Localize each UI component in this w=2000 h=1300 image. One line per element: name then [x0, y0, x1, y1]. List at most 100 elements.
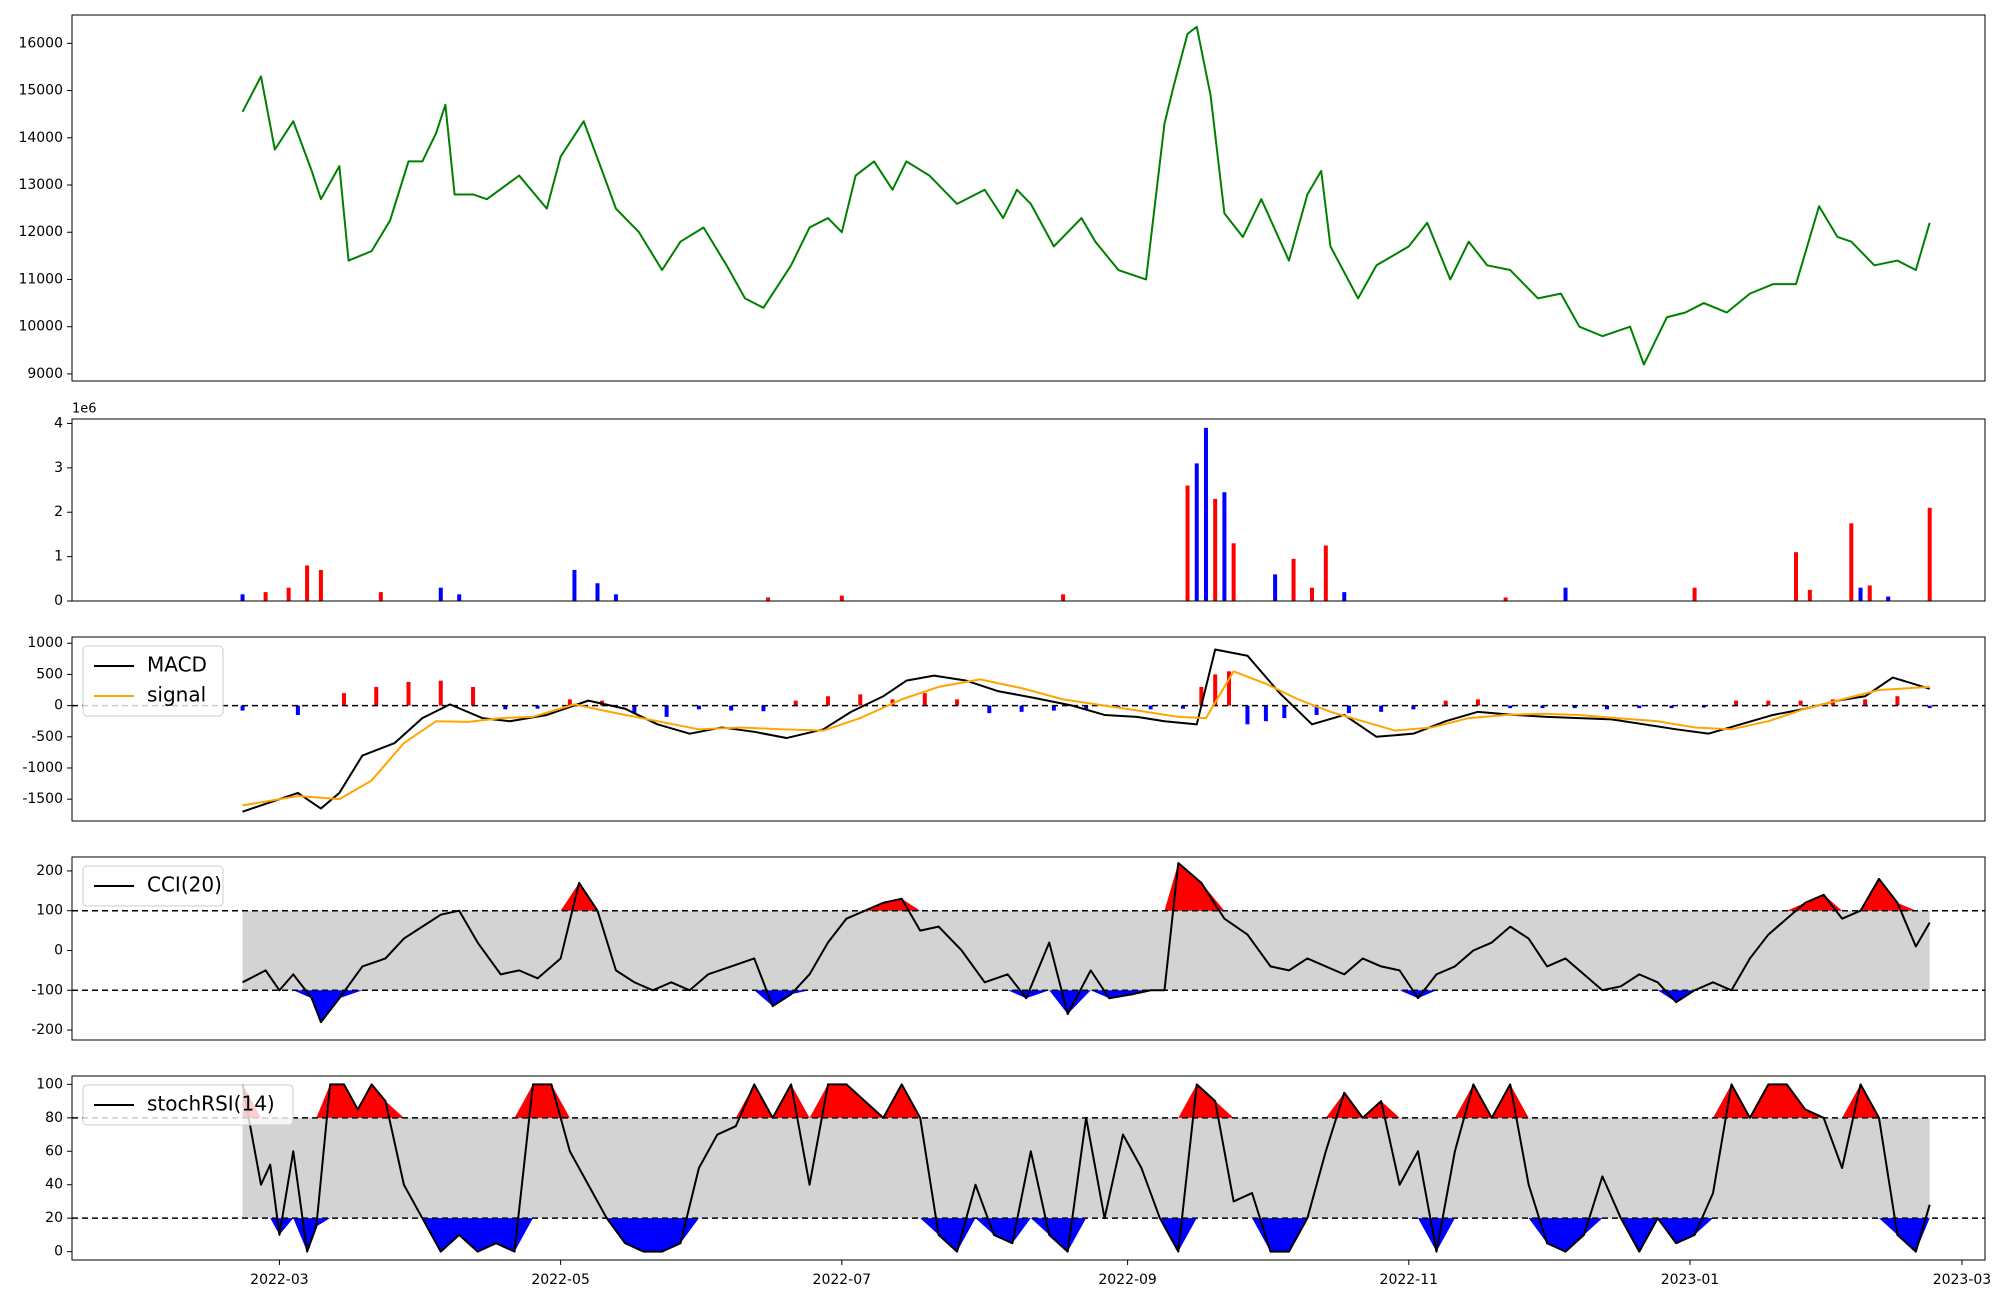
volume-bar	[1858, 587, 1863, 601]
macd-histogram-bar	[295, 705, 300, 715]
legend-label: MACD	[147, 653, 207, 677]
y-tick-label: 100	[36, 903, 63, 919]
x-tick-label: 2023-01	[1661, 1272, 1720, 1288]
volume-bar	[240, 594, 245, 601]
y-tick-label: 60	[45, 1143, 63, 1159]
legend-box	[82, 865, 224, 907]
y-tick-label: 80	[45, 1110, 63, 1126]
volume-bar	[1291, 558, 1296, 601]
scale-label: 1e6	[72, 402, 97, 417]
macd-histogram-bar	[438, 680, 443, 706]
macd-histogram-bar	[1379, 705, 1384, 712]
volume-bar	[1309, 587, 1314, 601]
y-tick-label: 500	[36, 666, 63, 682]
macd-histogram-bar	[1637, 705, 1642, 709]
legend-label: CCI(20)	[147, 873, 222, 897]
y-tick-label: -500	[31, 729, 63, 745]
macd-histogram-bar	[793, 700, 798, 706]
y-tick-label: -1000	[22, 760, 63, 776]
stochrsi-panel: 0 20 40 60 80 100 stochRSI(14)	[36, 1075, 1986, 1261]
volume-bar	[1323, 545, 1328, 601]
macd-histogram-bar	[1734, 700, 1739, 706]
y-tick-label: 0	[54, 942, 63, 958]
series-line-cci-20-	[242, 861, 1931, 1024]
macd-histogram-bar	[1199, 686, 1204, 706]
legend-label: stochRSI(14)	[147, 1092, 275, 1116]
macd-histogram-bar	[1863, 699, 1868, 706]
y-tick-label: 4	[54, 415, 63, 431]
plot-frame	[71, 14, 1986, 382]
y-tick-label: 16000	[18, 35, 63, 51]
series-line-price	[241, 25, 1931, 366]
macd-histogram-bar	[1314, 705, 1319, 715]
volume-bar	[1213, 498, 1218, 601]
macd-histogram-bar	[696, 705, 701, 710]
volume-bar	[286, 587, 291, 601]
plot-frame	[71, 418, 1986, 602]
y-tick-label: 0	[54, 698, 63, 714]
y-tick-label: -200	[31, 1022, 63, 1038]
overbought-fill	[242, 1084, 1930, 1118]
volume-bar	[1342, 592, 1347, 601]
volume-bar	[1927, 507, 1932, 601]
volume-bar	[1231, 543, 1236, 601]
macd-histogram-bar	[374, 686, 379, 706]
x-tick-label: 2022-09	[1098, 1272, 1157, 1288]
volume-bar	[438, 587, 443, 601]
plot-frame	[71, 1075, 1986, 1261]
macd-histogram-bar	[535, 705, 540, 709]
macd-histogram-bar	[1798, 700, 1803, 706]
macd-histogram-bar	[1540, 705, 1545, 709]
macd-histogram-bar	[503, 705, 508, 710]
volume-bar	[1185, 485, 1190, 601]
volume-bar	[766, 597, 771, 601]
macd-histogram-bar	[1084, 705, 1089, 710]
y-tick-label: 40	[45, 1177, 63, 1193]
macd-histogram-bar	[664, 705, 669, 717]
y-tick-label: 10000	[18, 319, 63, 335]
series-line-signal	[242, 670, 1930, 807]
macd-histogram-bar	[729, 705, 734, 711]
macd-histogram-bar	[341, 693, 346, 706]
x-tick-label: 2023-03	[1933, 1272, 1992, 1288]
y-tick-label: 14000	[18, 130, 63, 146]
macd-histogram-bar	[1605, 705, 1610, 710]
macd-panel: -1500 -1000 -500 0 500 1000 MACD signal	[22, 635, 1986, 822]
macd-histogram-bar	[471, 686, 476, 706]
y-tick-label: 11000	[18, 271, 63, 287]
y-tick-label: 15000	[18, 83, 63, 99]
legend-box	[82, 645, 224, 717]
macd-histogram-bar	[955, 699, 960, 706]
neutral-band	[242, 1117, 1930, 1219]
oversold-fill	[242, 1218, 1930, 1252]
legend-box	[82, 1084, 294, 1126]
y-tick-label: 9000	[27, 366, 63, 382]
macd-histogram-bar	[1669, 705, 1674, 709]
macd-histogram-bar	[1508, 705, 1513, 709]
volume-bar	[1867, 585, 1872, 601]
macd-histogram-bar	[1895, 696, 1900, 706]
volume-bar	[1794, 552, 1799, 601]
volume-bar	[613, 594, 618, 601]
macd-histogram-bar	[1927, 705, 1932, 709]
y-tick-label: 2	[54, 504, 63, 520]
x-tick-label: 2022-11	[1380, 1272, 1439, 1288]
price-panel: 9000 10000 11000 12000 13000 14000 15000 16000	[18, 14, 1986, 382]
macd-histogram-bar	[1227, 671, 1232, 706]
overbought-fill	[242, 862, 1930, 911]
volume-bar	[1203, 427, 1208, 601]
x-axis: 2022-03 2022-05 2022-07 2022-09 2022-11 2023-…	[250, 1260, 1991, 1288]
macd-histogram-bar	[240, 705, 245, 711]
volume-bar	[1273, 574, 1278, 601]
y-tick-label: 1000	[27, 635, 63, 651]
macd-histogram-bar	[1051, 705, 1056, 711]
volume-bar	[839, 595, 844, 601]
macd-histogram-bar	[1180, 705, 1185, 709]
volume-bar	[1692, 587, 1697, 601]
macd-histogram-bar	[1766, 700, 1771, 706]
macd-histogram-bar	[987, 705, 992, 714]
macd-histogram-bar	[632, 705, 637, 714]
macd-histogram-bar	[1245, 705, 1250, 725]
macd-histogram-bar	[1263, 705, 1268, 722]
